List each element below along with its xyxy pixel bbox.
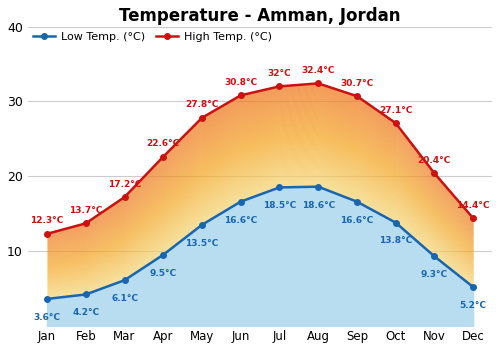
Text: 6.1°C: 6.1°C: [111, 294, 138, 303]
Text: 22.6°C: 22.6°C: [146, 139, 180, 148]
Text: 18.6°C: 18.6°C: [302, 201, 335, 210]
Text: 9.3°C: 9.3°C: [421, 270, 448, 279]
Text: 16.6°C: 16.6°C: [340, 216, 374, 225]
Text: 5.2°C: 5.2°C: [460, 301, 486, 310]
Text: 17.2°C: 17.2°C: [108, 180, 141, 189]
Text: 12.3°C: 12.3°C: [30, 217, 64, 225]
Text: 13.5°C: 13.5°C: [186, 239, 218, 248]
Text: 27.1°C: 27.1°C: [379, 106, 412, 115]
Legend: Low Temp. (°C), High Temp. (°C): Low Temp. (°C), High Temp. (°C): [33, 32, 272, 42]
Text: 30.8°C: 30.8°C: [224, 78, 258, 87]
Text: 14.4°C: 14.4°C: [456, 201, 490, 210]
Text: 27.8°C: 27.8°C: [186, 100, 218, 110]
Text: 16.6°C: 16.6°C: [224, 216, 258, 225]
Text: 4.2°C: 4.2°C: [72, 308, 100, 317]
Text: 9.5°C: 9.5°C: [150, 269, 177, 278]
Text: 13.8°C: 13.8°C: [379, 237, 412, 245]
Text: 32°C: 32°C: [268, 69, 291, 78]
Text: 13.7°C: 13.7°C: [69, 206, 102, 215]
Text: 3.6°C: 3.6°C: [34, 313, 60, 322]
Title: Temperature - Amman, Jordan: Temperature - Amman, Jordan: [120, 7, 401, 25]
Text: 18.5°C: 18.5°C: [263, 201, 296, 210]
Text: 30.7°C: 30.7°C: [340, 79, 374, 88]
Text: 20.4°C: 20.4°C: [418, 156, 451, 165]
Text: 32.4°C: 32.4°C: [302, 66, 335, 75]
